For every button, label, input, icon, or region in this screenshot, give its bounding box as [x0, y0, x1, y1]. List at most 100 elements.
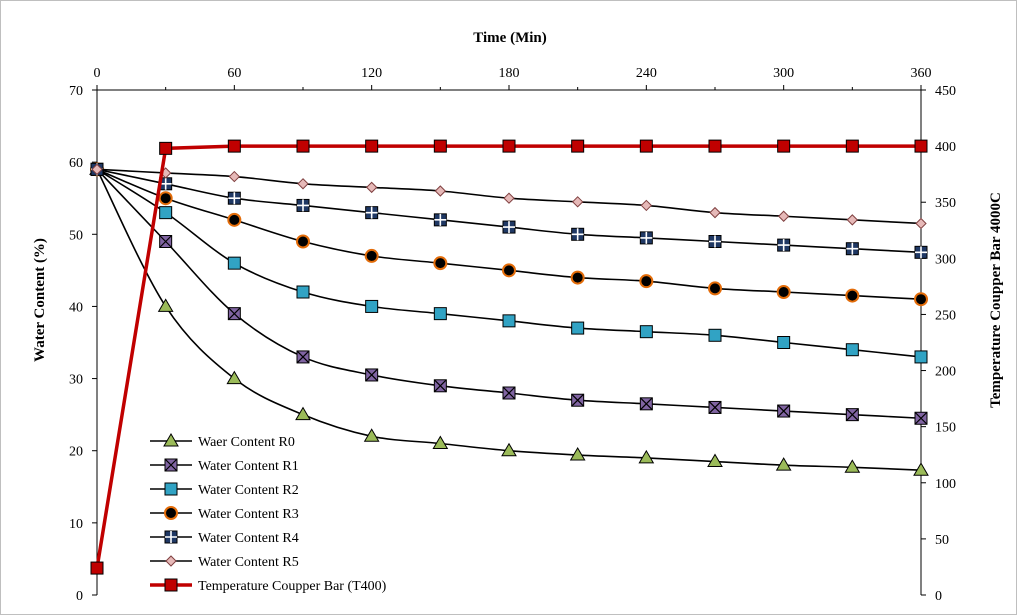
- x-tick-label: 240: [636, 66, 657, 81]
- legend-label-3: Water Content R3: [198, 507, 299, 522]
- data-point: [777, 139, 791, 153]
- data-point: [433, 213, 447, 227]
- data-point: [570, 270, 585, 285]
- y-left-tick-label: 0: [76, 589, 83, 604]
- data-point: [571, 227, 585, 241]
- marker-cross: [502, 386, 516, 400]
- y-axis-right-title: Temperature Coupper Bar 4000C: [988, 192, 1004, 408]
- data-point: [708, 328, 722, 342]
- marker-cross: [571, 393, 585, 407]
- data-point: [914, 411, 928, 425]
- y-right-tick-label: 450: [935, 84, 956, 99]
- y-left-tick-label: 60: [69, 156, 83, 171]
- legend-marker-6: [164, 578, 178, 592]
- y-right-tick-label: 350: [935, 196, 956, 211]
- x-tick-label: 60: [227, 66, 241, 81]
- data-point: [296, 285, 310, 299]
- data-point: [571, 196, 584, 208]
- data-point: [845, 139, 859, 153]
- legend-label-4: Water Content R4: [198, 531, 299, 546]
- legend-marker-3: [164, 506, 178, 520]
- data-point: [363, 428, 380, 442]
- marker-plus: [709, 235, 721, 248]
- marker-plus: [777, 239, 790, 252]
- legend-label-2: Water Content R2: [198, 483, 299, 498]
- legend: Waer Content R0 Water Content R1 Water Con…: [150, 433, 387, 594]
- y-left-tick-label: 40: [69, 300, 83, 315]
- data-point: [296, 198, 310, 212]
- x-tick-label: 360: [911, 66, 932, 81]
- data-point: [777, 404, 791, 418]
- data-point: [502, 139, 516, 153]
- data-point: [707, 453, 723, 468]
- y-left-tick-label: 30: [69, 373, 83, 388]
- data-point: [227, 256, 241, 270]
- marker-cross: [227, 307, 241, 321]
- data-point: [157, 298, 174, 312]
- series-5: [91, 163, 927, 230]
- y-left-tick-label: 70: [69, 84, 83, 99]
- legend-label-0: Waer Content R0: [198, 435, 295, 450]
- x-tick-label: 0: [94, 66, 101, 81]
- data-point: [708, 400, 722, 414]
- data-point: [295, 406, 311, 421]
- marker-cross: [777, 404, 791, 418]
- y-right-tick-label: 200: [935, 365, 956, 380]
- y-right-tick-label: 100: [935, 477, 956, 492]
- marker-plus: [503, 221, 515, 234]
- series-4: [90, 162, 928, 259]
- data-point: [227, 139, 241, 153]
- data-point: [845, 288, 860, 303]
- data-point: [571, 139, 585, 153]
- y-left-tick-label: 20: [69, 445, 83, 460]
- data-point: [846, 214, 859, 226]
- data-point: [845, 343, 859, 357]
- marker-cross: [845, 408, 859, 422]
- marker-plus: [228, 192, 241, 205]
- data-point: [777, 210, 790, 222]
- legend-marker-4: [164, 530, 178, 544]
- data-point: [227, 212, 242, 227]
- data-point: [569, 447, 586, 461]
- data-point: [90, 561, 104, 575]
- marker-cross: [708, 401, 722, 414]
- data-point: [639, 397, 653, 411]
- x-axis-title: Time (Min): [473, 30, 546, 46]
- data-point: [91, 163, 103, 176]
- data-point: [296, 139, 310, 153]
- y-right-tick-label: 400: [935, 140, 956, 155]
- data-point: [433, 256, 448, 271]
- y-right-tick-label: 0: [935, 589, 942, 604]
- y-left-tick-label: 10: [69, 517, 83, 532]
- series-line-3: [96, 168, 922, 301]
- series-6: [90, 139, 928, 575]
- marker-plus: [640, 231, 653, 244]
- data-point: [296, 350, 310, 364]
- data-point: [227, 307, 241, 321]
- series-line-6: [95, 144, 921, 569]
- marker-cross: [433, 379, 447, 393]
- data-point: [502, 386, 516, 400]
- data-point: [296, 234, 310, 249]
- data-point: [845, 242, 859, 256]
- data-point: [914, 350, 928, 364]
- data-point: [432, 435, 449, 449]
- data-point: [158, 191, 173, 206]
- legend-label-1: Water Content R1: [198, 459, 299, 474]
- series-0: [89, 161, 929, 476]
- marker-plus: [434, 213, 447, 226]
- marker-plus: [915, 246, 927, 259]
- legend-label-6: Temperature Coupper Bar (T400): [198, 579, 387, 594]
- y-left-tick-label: 50: [69, 228, 83, 243]
- y-axis-left-title: Water Content (%): [32, 238, 48, 362]
- data-point: [776, 285, 791, 299]
- data-point: [777, 238, 791, 252]
- data-point: [639, 139, 653, 153]
- data-point: [775, 457, 792, 471]
- x-tick-label: 300: [773, 66, 794, 81]
- data-point: [297, 178, 309, 190]
- y-right-tick-label: 300: [935, 252, 956, 267]
- marker-cross: [639, 397, 653, 411]
- series-3: [90, 162, 928, 307]
